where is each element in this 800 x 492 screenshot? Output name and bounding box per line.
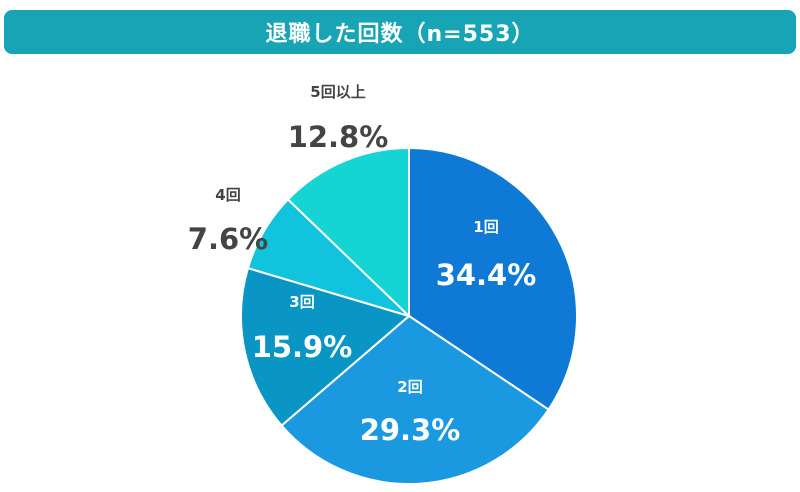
pie-labels: 1回 34.4% 2回 29.3% 3回 15.9% 4回 7.6% 5回以上 12.8% [188,83,537,447]
pie-slices [240,146,578,485]
slice-percent-label: 34.4% [436,258,537,292]
chart-title-bar: 退職した回数（n=553） [4,10,796,54]
slice-category-label: 2回 [397,378,422,396]
slice-percent-label: 7.6% [188,222,268,256]
slice-percent-label: 12.8% [288,120,389,154]
chart-title: 退職した回数（n=553） [265,22,535,47]
pie-slice-5 [286,146,410,319]
slice-percent-label: 15.9% [252,330,353,364]
pie-slice-1 [408,146,578,411]
pie-slice-2 [280,314,550,485]
slice-category-label: 4回 [215,186,240,204]
slice-category-label: 1回 [473,218,498,236]
pie-slice-3 [240,266,412,427]
slice-category-label: 5回以上 [310,83,365,101]
slice-category-label: 3回 [289,293,314,311]
slice-percent-label: 29.3% [360,413,461,447]
